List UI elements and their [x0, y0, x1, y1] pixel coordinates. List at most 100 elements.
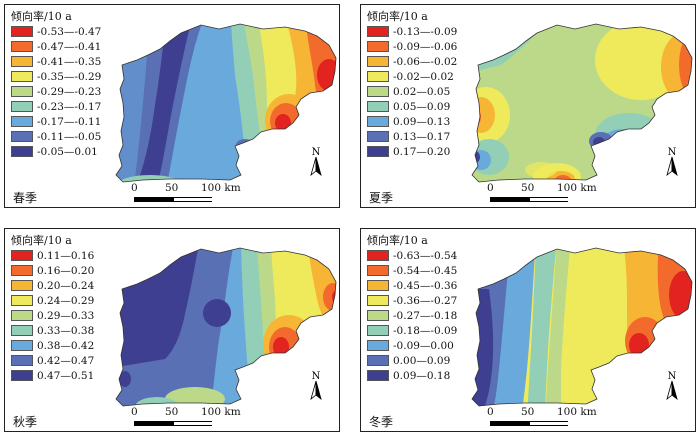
- legend-label: -0.17—-0.11: [37, 115, 102, 128]
- legend-swatch: [11, 250, 33, 261]
- north-arrow-icon: N: [310, 147, 322, 176]
- legend-label: -0.05—0.01: [37, 145, 98, 158]
- legend-swatch: [11, 41, 33, 52]
- legend-label: -0.02—0.02: [393, 70, 454, 83]
- legend-label: -0.06—-0.02: [393, 55, 458, 68]
- legend-swatch: [11, 310, 33, 321]
- legend-item: 0.11—0.16: [11, 248, 94, 263]
- legend-swatch: [367, 265, 389, 276]
- scale-tick-0: 0: [487, 182, 494, 194]
- legend-swatch: [367, 310, 389, 321]
- legend-label: -0.11—-0.05: [37, 130, 102, 143]
- scale-tick-50: 50: [165, 182, 179, 194]
- legend-swatch: [11, 116, 33, 127]
- legend-item: 0.13—0.17: [367, 129, 457, 144]
- legend-label: -0.63—-0.54: [393, 249, 458, 262]
- legend-label: 0.02—0.05: [393, 85, 451, 98]
- legend: -0.13—-0.09 -0.09—-0.06 -0.06—-0.02 -0.02—0…: [367, 24, 457, 159]
- legend-label: -0.53—-0.47: [37, 25, 102, 38]
- legend-swatch: [367, 41, 389, 52]
- legend-title: 倾向率/10 a: [11, 234, 72, 247]
- scale-bar: [490, 421, 568, 426]
- legend-label: -0.47—-0.41: [37, 40, 102, 53]
- legend-swatch: [11, 325, 33, 336]
- map-panel-summer: 倾向率/10 a -0.13—-0.09 -0.09—-0.06 -0.06—-0.…: [360, 4, 696, 208]
- legend-label: -0.09—-0.06: [393, 40, 458, 53]
- legend-swatch: [367, 250, 389, 261]
- legend: -0.53—-0.47 -0.47—-0.41 -0.41—-0.35 -0.35—-…: [11, 24, 101, 159]
- trend-map-winter: [471, 247, 693, 407]
- legend-swatch: [11, 370, 33, 381]
- legend-label: 0.09—0.18: [393, 369, 451, 382]
- legend-label: -0.35—-0.29: [37, 70, 102, 83]
- legend-item: -0.27—-0.18: [367, 308, 457, 323]
- season-label: 春季: [13, 191, 38, 205]
- north-label: N: [668, 147, 677, 158]
- legend-item: -0.41—-0.35: [11, 54, 101, 69]
- legend-label: 0.38—0.42: [37, 339, 95, 352]
- legend-label: -0.41—-0.35: [37, 55, 102, 68]
- legend-swatch: [11, 340, 33, 351]
- scale-tick-100: 100 km: [201, 406, 241, 418]
- legend-item: 0.47—0.51: [11, 368, 94, 383]
- scale-bar: [134, 197, 212, 202]
- legend-item: 0.16—0.20: [11, 263, 94, 278]
- legend-item: 0.42—0.47: [11, 353, 94, 368]
- legend-swatch: [367, 146, 389, 157]
- legend-swatch: [367, 86, 389, 97]
- legend-swatch: [11, 280, 33, 291]
- legend-item: -0.09—-0.06: [367, 39, 457, 54]
- legend-item: 0.33—0.38: [11, 323, 94, 338]
- scale-tick-50: 50: [521, 406, 535, 418]
- scale-tick-100: 100 km: [557, 182, 597, 194]
- legend-item: 0.02—0.05: [367, 84, 457, 99]
- map-panel-autumn: 倾向率/10 a 0.11—0.16 0.16—0.20 0.20—0.24 0.24…: [4, 228, 340, 432]
- scale-bar: [490, 197, 568, 202]
- season-label: 秋季: [13, 415, 38, 429]
- legend-swatch: [367, 370, 389, 381]
- legend-swatch: [11, 26, 33, 37]
- scale-tick-50: 50: [165, 406, 179, 418]
- legend-label: 0.24—0.29: [37, 294, 95, 307]
- legend-label: -0.09—0.00: [393, 339, 454, 352]
- legend-label: 0.42—0.47: [37, 354, 95, 367]
- scale-tick-0: 0: [131, 406, 138, 418]
- legend-label: 0.17—0.20: [393, 145, 451, 158]
- scale-tick-100: 100 km: [557, 406, 597, 418]
- legend-label: 0.05—0.09: [393, 100, 451, 113]
- legend-swatch: [11, 355, 33, 366]
- legend-label: 0.33—0.38: [37, 324, 95, 337]
- legend-item: -0.47—-0.41: [11, 39, 101, 54]
- legend-label: -0.36—-0.27: [393, 294, 458, 307]
- legend-label: -0.54—-0.45: [393, 264, 458, 277]
- scale-bar-labels: 0 50 100 km: [481, 406, 597, 418]
- legend-item: 0.09—0.13: [367, 114, 457, 129]
- legend: 0.11—0.16 0.16—0.20 0.20—0.24 0.24—0.29 0.29…: [11, 248, 94, 383]
- legend-swatch: [367, 131, 389, 142]
- legend: -0.63—-0.54 -0.54—-0.45 -0.45—-0.36 -0.36—-…: [367, 248, 457, 383]
- legend-item: 0.38—0.42: [11, 338, 94, 353]
- legend-label: 0.00—0.09: [393, 354, 451, 367]
- scale-bar: [134, 421, 212, 426]
- legend-item: -0.11—-0.05: [11, 129, 101, 144]
- legend-label: -0.29—-0.23: [37, 85, 102, 98]
- legend-item: -0.05—0.01: [11, 144, 101, 159]
- legend-swatch: [367, 280, 389, 291]
- legend-item: -0.02—0.02: [367, 69, 457, 84]
- scale-tick-0: 0: [487, 406, 494, 418]
- legend-item: -0.35—-0.29: [11, 69, 101, 84]
- season-label: 冬季: [369, 415, 394, 429]
- legend-item: -0.09—0.00: [367, 338, 457, 353]
- legend-title: 倾向率/10 a: [367, 234, 428, 247]
- legend-swatch: [11, 71, 33, 82]
- legend-item: -0.06—-0.02: [367, 54, 457, 69]
- north-label: N: [668, 371, 677, 382]
- scale-tick-100: 100 km: [201, 182, 241, 194]
- legend-item: -0.29—-0.23: [11, 84, 101, 99]
- scale-bar-labels: 0 50 100 km: [125, 182, 241, 194]
- legend-swatch: [11, 86, 33, 97]
- scale-tick-50: 50: [521, 182, 535, 194]
- legend-swatch: [11, 146, 33, 157]
- map-panel-spring: 倾向率/10 a -0.53—-0.47 -0.47—-0.41 -0.41—-0.…: [4, 4, 340, 208]
- legend-swatch: [367, 26, 389, 37]
